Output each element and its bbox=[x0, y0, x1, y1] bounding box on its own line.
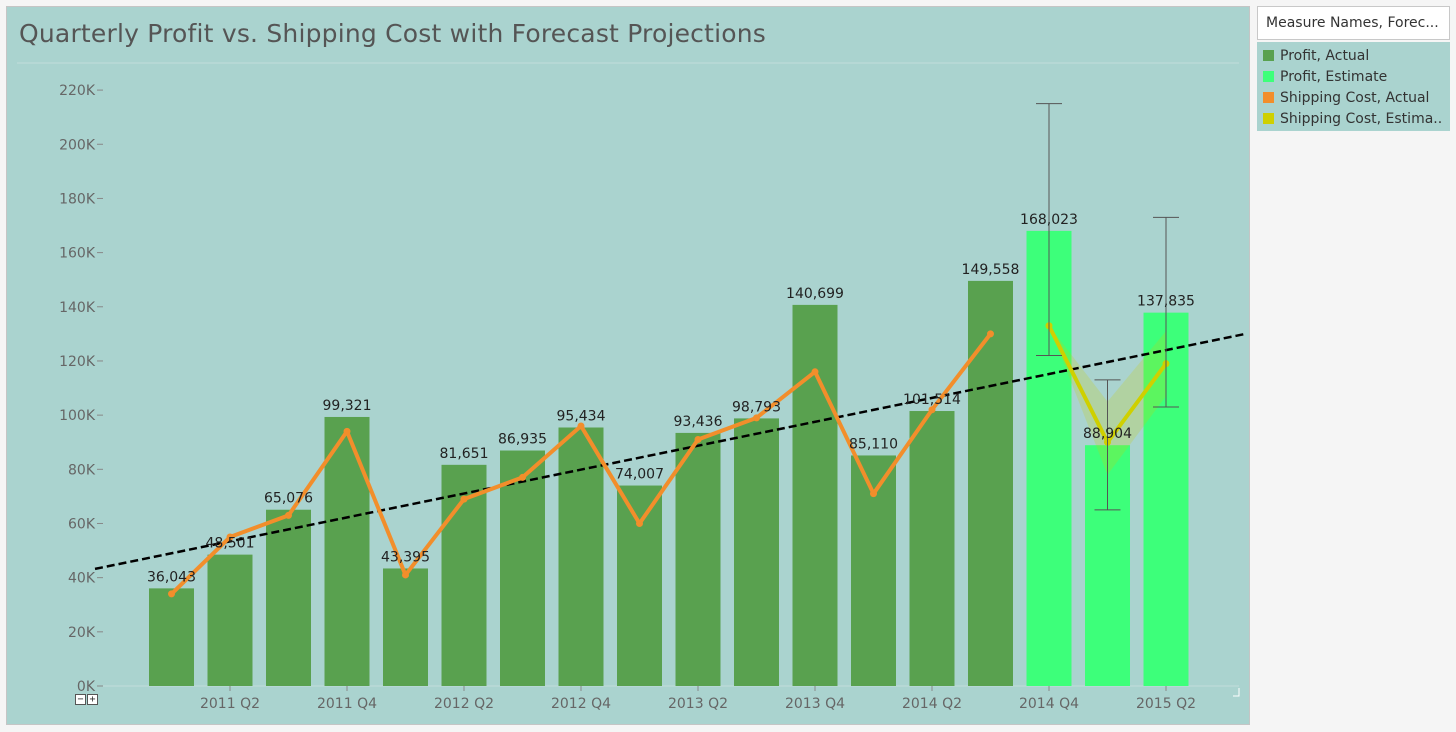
data-label: 74,007 bbox=[615, 467, 664, 483]
x-tick-label: 2014 Q2 bbox=[902, 696, 962, 712]
legend-swatch bbox=[1263, 92, 1274, 103]
data-label: 43,395 bbox=[381, 549, 430, 565]
line-point bbox=[226, 533, 234, 541]
data-label: 95,434 bbox=[557, 408, 606, 424]
data-label: 88,904 bbox=[1083, 426, 1132, 442]
legend-item-profit-actual[interactable]: Profit, Actual bbox=[1257, 45, 1450, 66]
legend-swatch bbox=[1263, 71, 1274, 82]
trend-line bbox=[94, 332, 1248, 571]
data-label: 65,076 bbox=[264, 491, 313, 507]
line-point bbox=[753, 414, 760, 422]
y-tick-label: 100K bbox=[59, 408, 96, 424]
bar bbox=[617, 485, 662, 686]
data-label: 85,110 bbox=[849, 436, 898, 452]
data-label: 93,436 bbox=[674, 414, 723, 430]
line-series bbox=[168, 330, 994, 598]
line-point bbox=[811, 368, 819, 376]
bar bbox=[675, 432, 721, 686]
y-tick-label: 60K bbox=[68, 516, 96, 532]
data-label: 101,514 bbox=[903, 392, 961, 408]
zoom-out-button[interactable]: − bbox=[75, 694, 86, 705]
data-label: 36,043 bbox=[147, 569, 196, 585]
data-label: 81,651 bbox=[440, 446, 489, 462]
legend-label: Profit, Estimate bbox=[1280, 68, 1388, 85]
bar bbox=[266, 509, 311, 686]
data-label: 168,023 bbox=[1020, 212, 1078, 228]
line-point bbox=[168, 590, 175, 598]
data-label: 137,835 bbox=[1137, 294, 1195, 310]
line-point bbox=[987, 330, 994, 338]
y-tick-label: 140K bbox=[59, 300, 96, 316]
plot-corner-mark bbox=[1233, 688, 1240, 697]
x-tick-label: 2012 Q2 bbox=[434, 696, 494, 712]
y-tick-label: 220K bbox=[59, 83, 96, 99]
legend-label: Shipping Cost, Estima.. bbox=[1280, 110, 1443, 127]
legend-title[interactable]: Measure Names, Forec... bbox=[1257, 6, 1450, 40]
legend-swatch bbox=[1263, 113, 1274, 124]
legend-label: Profit, Actual bbox=[1280, 47, 1370, 64]
line-point bbox=[343, 427, 351, 435]
x-axis: 2011 Q2 2011 Q4 2012 Q2 2012 Q4 2013 Q2 2013 … bbox=[200, 686, 1196, 712]
bar bbox=[207, 554, 253, 686]
legend-item-shipping-actual[interactable]: Shipping Cost, Actual bbox=[1257, 87, 1450, 108]
x-tick-label: 2013 Q4 bbox=[785, 696, 845, 712]
legend-item-shipping-estimate[interactable]: Shipping Cost, Estima.. bbox=[1257, 108, 1450, 129]
x-tick-label: 2011 Q2 bbox=[200, 696, 260, 712]
data-label: 140,699 bbox=[786, 286, 844, 302]
x-tick-label: 2012 Q4 bbox=[551, 696, 611, 712]
x-tick-label: 2013 Q2 bbox=[668, 696, 728, 712]
line-point bbox=[519, 473, 526, 481]
line-point bbox=[694, 436, 702, 444]
bar bbox=[558, 427, 604, 686]
x-tick-label: 2014 Q4 bbox=[1019, 696, 1079, 712]
bar bbox=[792, 304, 838, 686]
bar bbox=[734, 418, 779, 686]
legend-items: Profit, Actual Profit, Estimate Shipping… bbox=[1257, 42, 1450, 131]
y-tick-label: 40K bbox=[68, 571, 96, 587]
y-tick-label: 160K bbox=[59, 246, 96, 262]
y-tick-label: 120K bbox=[59, 354, 96, 370]
line-point bbox=[460, 495, 468, 503]
y-tick-label: 180K bbox=[59, 191, 96, 207]
data-label: 99,321 bbox=[323, 398, 372, 414]
y-tick-label: 200K bbox=[59, 137, 96, 153]
legend-swatch bbox=[1263, 50, 1274, 61]
x-tick-label: 2015 Q2 bbox=[1136, 696, 1196, 712]
data-label: 149,558 bbox=[962, 262, 1020, 278]
line-point bbox=[577, 422, 585, 430]
bar bbox=[968, 280, 1013, 686]
chart-plot: 0K 20K 40K 60K 80K 100K 120K 140K 160K 180K 200K 22… bbox=[17, 62, 1248, 712]
bar bbox=[324, 416, 370, 686]
y-tick-label: 0K bbox=[77, 679, 96, 695]
chart-title: Quarterly Profit vs. Shipping Cost with … bbox=[19, 19, 767, 48]
error-bars bbox=[1036, 103, 1179, 511]
line-point bbox=[402, 571, 409, 579]
y-tick-label: 80K bbox=[68, 462, 96, 478]
bar-series bbox=[149, 280, 1013, 686]
bar bbox=[500, 450, 545, 686]
data-label: 86,935 bbox=[498, 432, 547, 448]
line-point bbox=[285, 511, 292, 519]
data-labels: 36,043 48,501 65,076 99,321 43,395 81,651 86,9… bbox=[147, 262, 1019, 585]
x-tick-label: 2011 Q4 bbox=[317, 696, 377, 712]
bar bbox=[909, 411, 955, 686]
bar bbox=[149, 588, 194, 686]
line-point bbox=[636, 519, 643, 527]
data-labels: 168,023 88,904 137,835 bbox=[1020, 212, 1195, 442]
data-label: 98,793 bbox=[732, 399, 781, 415]
legend-item-profit-estimate[interactable]: Profit, Estimate bbox=[1257, 66, 1450, 87]
bar bbox=[383, 568, 428, 686]
y-tick-label: 20K bbox=[68, 625, 96, 641]
zoom-controls: − + bbox=[75, 694, 98, 705]
y-axis: 0K 20K 40K 60K 80K 100K 120K 140K 160K 180K 200K 22… bbox=[59, 83, 103, 695]
zoom-in-button[interactable]: + bbox=[87, 694, 98, 705]
line-point bbox=[928, 406, 936, 414]
legend-label: Shipping Cost, Actual bbox=[1280, 89, 1430, 106]
legend: Measure Names, Forec... Profit, Actual P… bbox=[1257, 6, 1450, 131]
line-point bbox=[870, 490, 877, 498]
data-label: 48,501 bbox=[206, 536, 255, 552]
chart-panel: Quarterly Profit vs. Shipping Cost with … bbox=[6, 6, 1250, 725]
